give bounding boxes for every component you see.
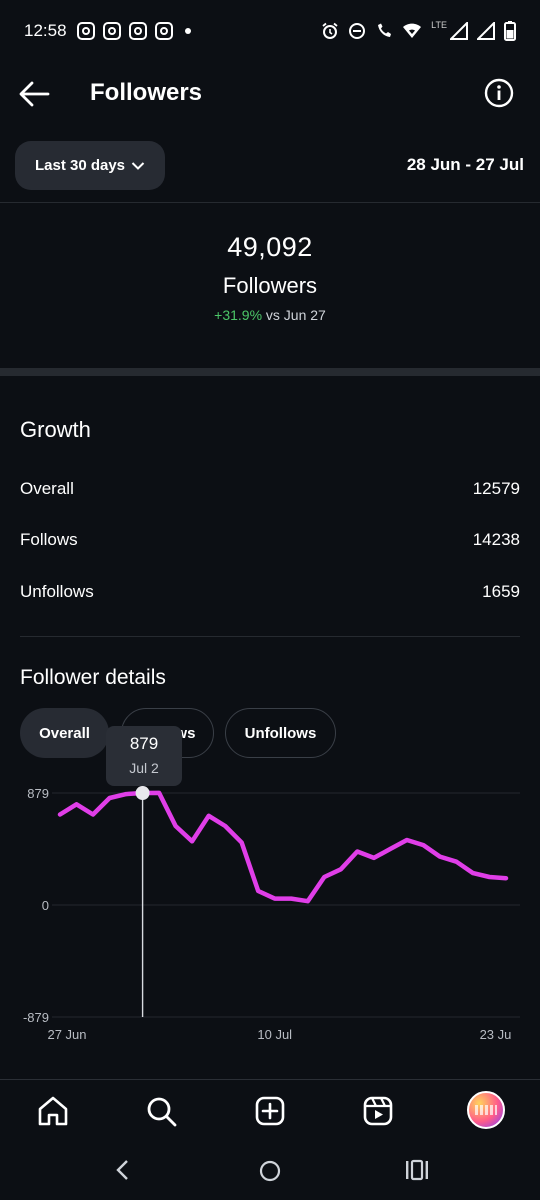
growth-row-overall: Overall 12579 (20, 479, 520, 499)
chart-point (471, 871, 475, 875)
search-icon[interactable] (144, 1094, 178, 1128)
instagram-icon (154, 22, 173, 40)
x-tick-label: 27 Jun (47, 1027, 86, 1042)
more-notifications-dot (184, 28, 191, 34)
create-icon[interactable] (253, 1094, 287, 1128)
battery-icon (504, 21, 516, 41)
header: Followers (0, 62, 540, 126)
growth-title: Growth (20, 417, 91, 442)
chart-point (487, 875, 491, 879)
chart-point (190, 839, 194, 843)
growth-row-follows: Follows 14238 (20, 530, 520, 550)
follower-count: 49,092 (227, 232, 313, 262)
reels-icon[interactable] (361, 1094, 395, 1128)
tab-unfollows[interactable]: Unfollows (225, 708, 336, 758)
chart-point (454, 860, 458, 864)
system-home-icon[interactable] (258, 1159, 282, 1183)
wifi-call-icon (378, 23, 392, 37)
instagram-icon (76, 22, 95, 40)
tooltip-date: Jul 2 (129, 760, 159, 776)
follower-summary: 49,092 Followers +31.9% vs Jun 27 (0, 232, 540, 323)
chart-point (91, 813, 95, 817)
page-title: Followers (90, 79, 203, 106)
chart-selected-point (135, 786, 150, 800)
chart-point (339, 867, 343, 871)
date-range-dropdown-label: Last 30 days (34, 157, 126, 174)
chart-point (405, 838, 409, 842)
y-tick-label: 0 (42, 898, 49, 913)
system-status-icons: LTE (321, 20, 516, 41)
chart-series-line (57, 790, 509, 904)
chart-point (157, 791, 161, 795)
chart-point (58, 813, 62, 817)
follower-line-chart[interactable]: 879 0 -879 27 Jun 10 Jul 23 Ju (0, 720, 540, 1050)
follower-details-title: Follower details (20, 666, 166, 689)
instagram-icon (102, 22, 121, 40)
growth-row-value: 1659 (482, 582, 520, 601)
chart-point (240, 841, 244, 845)
growth-row-label: Follows (20, 530, 78, 549)
y-tick-label: 879 (27, 786, 49, 801)
back-arrow-icon[interactable] (18, 80, 50, 108)
section-divider (0, 368, 540, 376)
wifi-icon (403, 23, 422, 38)
chart-point (108, 796, 112, 800)
system-recents-icon[interactable] (405, 1159, 429, 1181)
follower-change: +31.9% vs Jun 27 (0, 307, 540, 323)
follower-count-label: Followers (222, 273, 318, 298)
tab-overall[interactable]: Overall (20, 708, 109, 758)
growth-row-label: Overall (20, 479, 74, 498)
chart-point (438, 855, 442, 859)
chart-point (355, 849, 359, 853)
signal-icon (477, 22, 495, 40)
chart-point (223, 824, 227, 828)
growth-row-unfollows: Unfollows 1659 (20, 582, 520, 602)
x-tick-label: 10 Jul (257, 1027, 292, 1042)
alarm-icon (322, 22, 338, 39)
growth-row-label: Unfollows (20, 582, 94, 601)
y-tick-label: -879 (23, 1010, 49, 1025)
system-navigation-bar (0, 1143, 540, 1200)
notification-icons (76, 22, 191, 40)
divider (20, 636, 520, 637)
growth-row-value: 12579 (472, 479, 520, 498)
chart-point (322, 875, 326, 879)
status-bar: 12:58 LTE (0, 0, 540, 62)
chart-point (75, 802, 79, 806)
status-time: 12:58 (24, 21, 67, 40)
date-range-text: 28 Jun - 27 Jul (406, 155, 524, 174)
chart-point (306, 899, 310, 903)
chart-point (421, 843, 425, 847)
tooltip-value: 879 (129, 734, 159, 753)
info-icon[interactable] (484, 78, 514, 108)
signal-icon (450, 22, 468, 40)
chart-point (207, 814, 211, 818)
chart-point (174, 824, 178, 828)
chart-tooltip: 879 Jul 2 (106, 726, 182, 786)
chart-point (372, 856, 376, 860)
chart-point (273, 897, 277, 901)
chart-point (256, 889, 260, 893)
chart-point (504, 876, 508, 880)
chart-point (289, 897, 293, 901)
growth-row-value: 14238 (472, 530, 520, 549)
instagram-icon (128, 22, 147, 40)
home-icon[interactable] (36, 1094, 70, 1128)
x-tick-label: 23 Ju (480, 1027, 512, 1042)
date-range-dropdown[interactable]: Last 30 days (15, 141, 165, 190)
chart-point (388, 847, 392, 851)
profile-avatar[interactable] (467, 1091, 505, 1129)
divider (0, 202, 540, 203)
change-percentage: +31.9% (214, 307, 263, 323)
chevron-down-icon (131, 161, 145, 170)
dnd-icon (349, 23, 366, 39)
system-back-icon[interactable] (114, 1159, 132, 1181)
chart-point (124, 792, 128, 796)
network-type: LTE (431, 20, 447, 30)
bottom-navigation (0, 1079, 540, 1143)
change-comparison: vs Jun 27 (265, 307, 326, 323)
